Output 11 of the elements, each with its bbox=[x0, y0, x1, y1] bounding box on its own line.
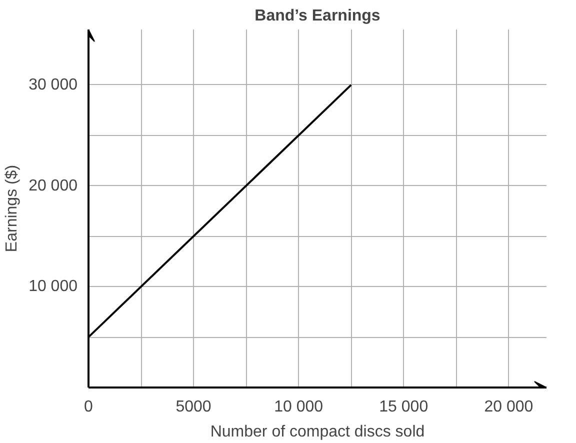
y-tick-label: 30 000 bbox=[28, 76, 78, 94]
x-tick-label: 0 bbox=[84, 398, 94, 416]
y-axis-title: Earnings ($) bbox=[4, 164, 21, 252]
y-tick-label: 10 000 bbox=[28, 278, 78, 296]
x-tick-label: 10 000 bbox=[274, 398, 324, 416]
x-tick-label: 15 000 bbox=[379, 398, 428, 416]
x-axis-title: Number of compact discs sold bbox=[210, 424, 425, 440]
chart-title: Band’s Earnings bbox=[254, 8, 380, 24]
x-tick-label: 20 000 bbox=[484, 398, 534, 416]
x-tick-label: 5000 bbox=[176, 398, 212, 416]
y-tick-label: 20 000 bbox=[28, 177, 78, 194]
